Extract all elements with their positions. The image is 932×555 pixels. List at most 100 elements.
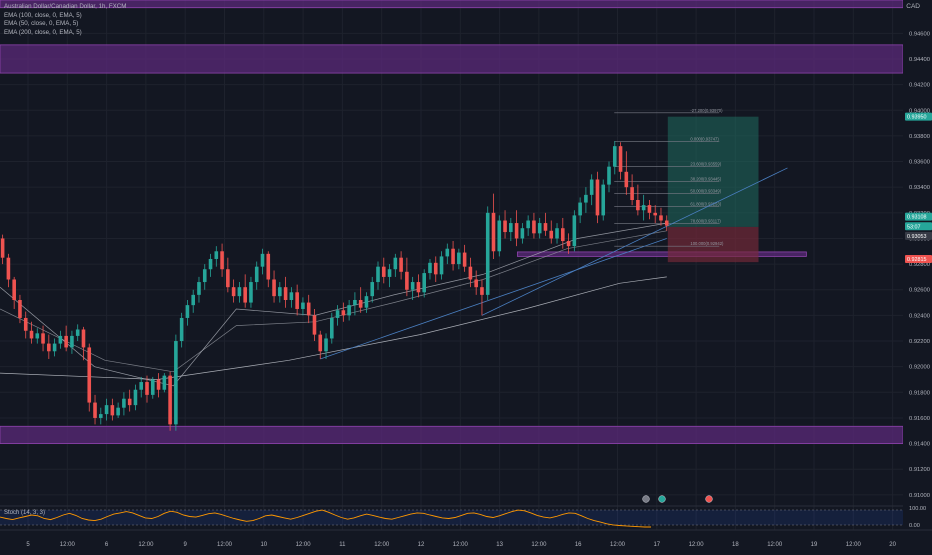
candle-body xyxy=(572,215,577,247)
price-label-box xyxy=(905,254,932,263)
price-label-text: 53:07 xyxy=(907,224,921,230)
candle-body xyxy=(520,228,525,239)
price-tick-label: 0.92200 xyxy=(909,339,930,345)
price-tick-label: 0.94600 xyxy=(909,31,930,37)
candle-body xyxy=(110,405,115,416)
candle-body xyxy=(237,287,242,297)
price-label-text: 0.93053 xyxy=(907,234,927,240)
ema-legend-100: EMA (100, close, 0, EMA, 5) xyxy=(4,11,82,19)
candle-body xyxy=(70,335,74,348)
candle-body xyxy=(399,257,403,272)
candle-body xyxy=(208,258,213,270)
candle-body xyxy=(185,305,190,318)
candle-body xyxy=(127,398,132,406)
candle-body xyxy=(624,171,629,188)
candle-body xyxy=(561,228,565,242)
candle-body xyxy=(612,146,617,167)
candle-body xyxy=(595,179,600,216)
time-tick-label: 12:00 xyxy=(531,542,547,548)
candle-body xyxy=(254,266,259,283)
candle-body xyxy=(584,194,588,203)
time-tick-label: 19 xyxy=(811,542,818,548)
candle-body xyxy=(445,248,450,257)
candle-body xyxy=(179,317,184,342)
candle-body xyxy=(468,266,473,280)
candle-body xyxy=(653,212,657,216)
supply-demand-zone xyxy=(0,0,904,9)
candle-body xyxy=(405,271,409,290)
candle-body xyxy=(485,212,490,295)
candle-body xyxy=(266,253,271,280)
candle-body xyxy=(537,223,542,234)
price-tick-label: 0.94000 xyxy=(909,108,930,114)
candle-body xyxy=(283,287,288,300)
candle-body xyxy=(514,223,519,239)
price-tick-label: 0.91200 xyxy=(909,467,930,473)
candle-body xyxy=(607,166,611,185)
candle-body xyxy=(87,347,92,403)
time-tick-label: 12 xyxy=(418,542,425,548)
time-tick-label: 12:00 xyxy=(767,542,783,548)
price-label-box xyxy=(905,222,932,231)
candle-body xyxy=(618,146,623,172)
candle-body xyxy=(428,262,432,274)
price-tick-label: 0.91000 xyxy=(909,493,930,499)
price-label-text: 0.93950 xyxy=(907,115,927,121)
stoch-tick-100: 100.00 xyxy=(909,506,926,512)
candle-body xyxy=(93,402,97,418)
candle-body xyxy=(295,292,299,309)
candle-body xyxy=(214,251,219,259)
candle-body xyxy=(549,230,554,239)
stoch-k-line xyxy=(0,509,651,528)
candle-body xyxy=(0,238,5,258)
candle-body xyxy=(636,200,640,211)
candle-body xyxy=(578,202,582,216)
price-tick-label: 0.92400 xyxy=(909,313,930,319)
time-tick-label: 11 xyxy=(339,542,346,548)
time-tick-label: 9 xyxy=(184,542,188,548)
candle-body xyxy=(6,257,11,280)
candle-body xyxy=(509,223,513,233)
trendline xyxy=(320,238,667,360)
stoch-legend: Stoch (14, 3, 3) xyxy=(4,510,46,516)
time-tick-label: 12:00 xyxy=(60,542,76,548)
fib-level-label: -27.200(0.93970) xyxy=(690,108,723,113)
time-tick-label: 12:00 xyxy=(846,542,862,548)
candle-body xyxy=(589,179,594,195)
candle-body xyxy=(647,205,652,213)
price-label-text: 0.93108 xyxy=(907,215,927,221)
candle-body xyxy=(664,220,669,226)
candle-body xyxy=(555,228,559,239)
price-label-box xyxy=(905,231,932,240)
time-tick-label: 6 xyxy=(105,542,109,548)
fib-level-label: 23.600(0.93559) xyxy=(690,162,721,167)
candle-body xyxy=(41,333,45,344)
fib-level-label: 61.800(0.93253) xyxy=(690,201,721,206)
candle-body xyxy=(243,287,247,303)
price-tick-label: 0.91400 xyxy=(909,442,930,448)
candle-body xyxy=(324,338,328,352)
time-tick-label: 12:00 xyxy=(374,542,390,548)
candle-body xyxy=(422,273,426,293)
candle-body xyxy=(491,212,496,252)
fib-level-label: 100.000(0.92942) xyxy=(690,241,724,246)
candle-body xyxy=(23,317,28,331)
candle-body xyxy=(566,241,571,247)
candle-body xyxy=(301,302,305,309)
candle-body xyxy=(64,335,68,348)
candle-body xyxy=(289,292,294,300)
candle-body xyxy=(47,343,51,352)
time-tick-label: 17 xyxy=(653,542,660,548)
ema-line-1 xyxy=(0,222,667,387)
candle-body xyxy=(174,341,178,425)
time-tick-label: 5 xyxy=(26,542,30,548)
time-tick-label: 16 xyxy=(575,542,582,548)
candle-body xyxy=(503,220,507,233)
candle-body xyxy=(641,205,646,211)
candle-body xyxy=(381,266,386,277)
supply-demand-zone xyxy=(0,425,904,444)
candle-body xyxy=(260,253,265,267)
time-tick-label: 12:00 xyxy=(217,542,233,548)
